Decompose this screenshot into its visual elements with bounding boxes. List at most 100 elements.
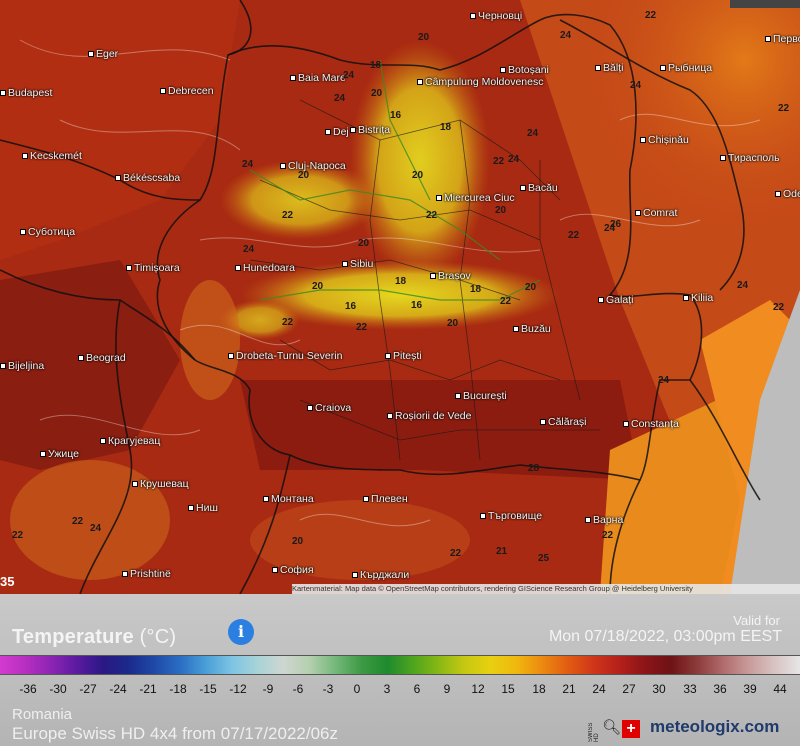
city-label[interactable]: Рыбница [660, 62, 712, 74]
temperature-value: 22 [450, 548, 462, 559]
temperature-value: 22 [356, 322, 368, 333]
temperature-value: 22 [426, 210, 438, 221]
city-label[interactable]: Odesa [775, 188, 800, 200]
city-name: Плевен [371, 493, 408, 505]
city-label[interactable]: Cluj-Napoca [280, 160, 346, 172]
city-marker-icon [115, 175, 121, 182]
city-label[interactable]: Плевен [363, 493, 408, 505]
city-label[interactable]: Câmpulung Moldovenesc [417, 76, 543, 88]
city-label[interactable]: Суботица [20, 226, 75, 238]
temperature-value: 16 [345, 301, 357, 312]
temperature-value: 24 [737, 280, 749, 291]
city-label[interactable]: Constanța [623, 418, 679, 430]
city-label[interactable]: Sibiu [342, 258, 373, 270]
city-name: Kecskemét [30, 150, 82, 162]
temperature-value: 24 [630, 80, 642, 91]
swiss-cross-icon: + [622, 720, 640, 738]
city-marker-icon [430, 273, 436, 280]
city-name: Pitești [393, 350, 422, 362]
city-label[interactable]: Beograd [78, 352, 126, 364]
city-label[interactable]: Drobeta-Turnu Severin [228, 350, 342, 362]
city-label[interactable]: Bălți [595, 62, 623, 74]
city-label[interactable]: Монтана [263, 493, 314, 505]
city-name: Монтана [271, 493, 314, 505]
city-label[interactable]: Hunedoara [235, 262, 295, 274]
city-marker-icon [775, 191, 781, 198]
city-label[interactable]: Craiova [307, 402, 351, 414]
city-label[interactable]: Comrat [635, 207, 677, 219]
temperature-value: 24 [527, 128, 539, 139]
city-label[interactable]: Baia Mare [290, 72, 346, 84]
city-marker-icon [160, 88, 166, 95]
city-label[interactable]: Bistrița [350, 124, 390, 136]
city-name: Крушевац [140, 478, 189, 490]
scale-tick-label: -18 [169, 682, 187, 696]
city-label[interactable]: Търговище [480, 510, 542, 522]
city-marker-icon [235, 265, 241, 272]
city-marker-icon [455, 393, 461, 400]
map-canvas [0, 0, 800, 594]
city-label[interactable]: Крагујевац [100, 435, 160, 447]
scale-tick-label: -27 [79, 682, 97, 696]
city-marker-icon [598, 297, 604, 304]
temperature-value: 22 [12, 530, 24, 541]
scale-tick-label: 21 [562, 682, 576, 696]
city-marker-icon [520, 185, 526, 192]
city-label[interactable]: Варна [585, 514, 623, 526]
scale-tick-label: 30 [652, 682, 666, 696]
temperature-value: 20 [447, 318, 459, 329]
city-label[interactable]: Prishtinë [122, 568, 171, 580]
city-label[interactable]: Budapest [0, 87, 52, 99]
city-label[interactable]: Botoșani [500, 64, 549, 76]
magnifier-icon[interactable]: 🔍︎ [602, 719, 622, 736]
city-marker-icon [595, 65, 601, 72]
city-label[interactable]: Miercurea Ciuc [436, 192, 515, 204]
temperature-value: 18 [395, 276, 407, 287]
temperature-value: 24 [658, 375, 670, 386]
city-label[interactable]: București [455, 390, 507, 402]
temperature-map[interactable]: 35 Kartenmaterial: Map data © OpenStreet… [0, 0, 800, 594]
city-label[interactable]: Крушевац [132, 478, 189, 490]
temperature-value: 25 [538, 553, 550, 564]
city-label[interactable]: Тирасполь [720, 152, 780, 164]
city-marker-icon [20, 229, 26, 236]
city-label[interactable]: Chișinău [640, 134, 689, 146]
valid-for-label: Valid for [733, 613, 780, 628]
city-label[interactable]: Debrecen [160, 85, 214, 97]
city-label[interactable]: Békéscsaba [115, 172, 180, 184]
city-label[interactable]: Galați [598, 294, 633, 306]
city-label[interactable]: Первомайск [765, 33, 800, 45]
scale-tick-label: -30 [49, 682, 67, 696]
city-label[interactable]: Timișoara [126, 262, 180, 274]
info-icon[interactable]: i [228, 619, 254, 645]
city-label[interactable]: Buzău [513, 323, 551, 335]
scale-tick-label: -3 [322, 682, 334, 696]
city-label[interactable]: Bacău [520, 182, 558, 194]
city-label[interactable]: Brașov [430, 270, 471, 282]
city-label[interactable]: Călărași [540, 416, 587, 428]
city-marker-icon [78, 355, 84, 362]
city-label[interactable]: Bijeljina [0, 360, 44, 372]
city-label[interactable]: София [272, 564, 314, 576]
city-label[interactable]: Dej [325, 126, 349, 138]
city-label[interactable]: Kecskemét [22, 150, 82, 162]
city-marker-icon [40, 451, 46, 458]
city-label[interactable]: Ниш [188, 502, 218, 514]
city-label[interactable]: Кърджали [352, 569, 409, 581]
city-marker-icon [623, 421, 629, 428]
city-name: Budapest [8, 87, 53, 99]
city-label[interactable]: Eger [88, 48, 118, 60]
brand-name[interactable]: meteologix.com [650, 717, 780, 736]
city-label[interactable]: Kiliia [683, 292, 713, 304]
map-corner-overlay [730, 0, 800, 8]
city-label[interactable]: Roșiorii de Vede [387, 410, 471, 422]
city-label[interactable]: Pitești [385, 350, 422, 362]
temperature-value: 22 [282, 210, 294, 221]
city-label[interactable]: Ужице [40, 448, 79, 460]
scale-tick-label: -15 [199, 682, 217, 696]
city-name: Hunedoara [243, 262, 295, 274]
city-marker-icon [660, 65, 666, 72]
temperature-value: 26 [610, 219, 622, 230]
city-label[interactable]: Черновці [470, 10, 522, 22]
city-marker-icon [188, 505, 194, 512]
